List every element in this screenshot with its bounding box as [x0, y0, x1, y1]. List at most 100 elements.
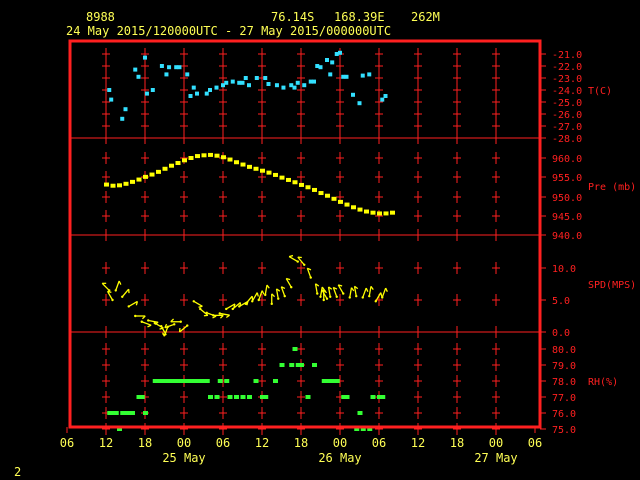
wind-barb-feather [365, 287, 369, 292]
wind-barb-base [381, 296, 384, 299]
wind-barb-base [147, 319, 150, 322]
y-tick-label: 79.0 [552, 361, 576, 372]
y-tick-label: -27.0 [552, 122, 582, 133]
wind-barb-base [322, 298, 325, 302]
temp-point [188, 94, 193, 98]
grid-layer [66, 48, 546, 435]
temp-point [295, 80, 300, 85]
wind-barb-base [251, 300, 254, 303]
y-tick-label: 10.0 [552, 264, 576, 275]
wind-barb [225, 303, 236, 310]
x-tick-label: 06 [216, 436, 230, 450]
temp-point [185, 72, 190, 77]
wind-barb [199, 308, 209, 316]
wind-barb-feather [286, 277, 291, 281]
pressure-point [240, 162, 246, 167]
temp-point [289, 83, 294, 88]
wind-barb [297, 256, 305, 266]
wind-barb [349, 287, 353, 298]
temp-point [315, 64, 320, 68]
wind-barb-feather [141, 315, 146, 320]
wind-barb [264, 284, 268, 295]
wind-barb [381, 287, 387, 298]
wind-barb-feather [288, 254, 294, 258]
rh-point [331, 379, 337, 383]
temp-point [136, 74, 141, 79]
rh-point [224, 379, 230, 383]
x-tick-label: 00 [489, 436, 503, 450]
rh-point [367, 427, 373, 431]
rh-point [201, 379, 207, 383]
pressure-point [208, 152, 213, 157]
rh-point [185, 379, 191, 383]
pressure-point [162, 166, 168, 171]
y-tick-label: 955.0 [552, 173, 582, 184]
wind-barb [337, 284, 344, 294]
time-period: 24 May 2015/120000UTC - 27 May 2015/0000… [66, 24, 392, 38]
wind-barb-feather [315, 283, 320, 287]
wind-barb [368, 286, 372, 297]
rh-point [110, 411, 116, 415]
wind-barb [288, 256, 299, 263]
pressure-point [182, 158, 187, 163]
x-tick-label: 18 [294, 436, 308, 450]
wind-barb-base [179, 320, 182, 323]
wind-barb [251, 292, 258, 302]
pressure-point [195, 154, 200, 159]
y-tick-label: 5.0 [552, 296, 570, 307]
panel-label: Pre (mb) [588, 182, 636, 193]
wind-barb-base [277, 297, 280, 300]
wind-barb-feather [328, 286, 333, 290]
wind-barb-feather [162, 332, 165, 337]
wind-barb-base [111, 298, 114, 302]
wind-barb-feather [354, 285, 359, 290]
wind-barb-feather [261, 290, 265, 295]
wind-barb-base [257, 298, 260, 302]
wind-barb-feather [212, 315, 217, 319]
x-tick-label: 00 [177, 436, 191, 450]
pressure-point [370, 210, 376, 215]
rh-point [178, 379, 184, 383]
wind-barb-base [374, 300, 377, 303]
wind-barb-base [173, 323, 176, 326]
temp-point [312, 79, 316, 84]
wind-barb-base [319, 295, 322, 298]
y-tick-label: -21.0 [552, 50, 582, 61]
pressure-point [201, 153, 207, 158]
rh-point [334, 379, 340, 383]
wind-barb-base [361, 296, 364, 299]
wind-barb-feather [276, 288, 281, 292]
temp-point [325, 58, 329, 62]
y-tick-label: -22.0 [552, 62, 582, 73]
rh-point [299, 363, 304, 367]
y-tick-label: 0.0 [552, 328, 570, 339]
pressure-point [279, 175, 285, 180]
temp-point [107, 88, 112, 92]
y-tick-label: -28.0 [552, 134, 582, 145]
rh-point [289, 363, 295, 367]
temp-point [266, 82, 271, 86]
temp-point [143, 55, 147, 60]
rh-point [312, 363, 317, 367]
temp-point [221, 83, 225, 88]
temp-point [109, 97, 114, 102]
wind-barb [314, 283, 318, 294]
wind-barb [306, 267, 312, 278]
rh-point [117, 427, 122, 431]
pressure-point [364, 209, 369, 214]
temp-point [208, 88, 212, 92]
wind-barb-base [335, 295, 338, 298]
temp-point [120, 116, 125, 121]
wind-barb-feather [135, 301, 139, 306]
wind-barb-base [290, 286, 293, 289]
temp-point [302, 83, 307, 88]
pressure-point [214, 153, 220, 158]
temp-point [308, 79, 313, 84]
y-tick-label: 80.0 [552, 345, 576, 356]
temp-point [224, 80, 229, 85]
wind-barb [106, 291, 114, 301]
pressure-point [227, 157, 233, 162]
wind-barb-feather [266, 284, 270, 289]
rh-point [321, 379, 327, 383]
pressure-point [260, 168, 265, 173]
